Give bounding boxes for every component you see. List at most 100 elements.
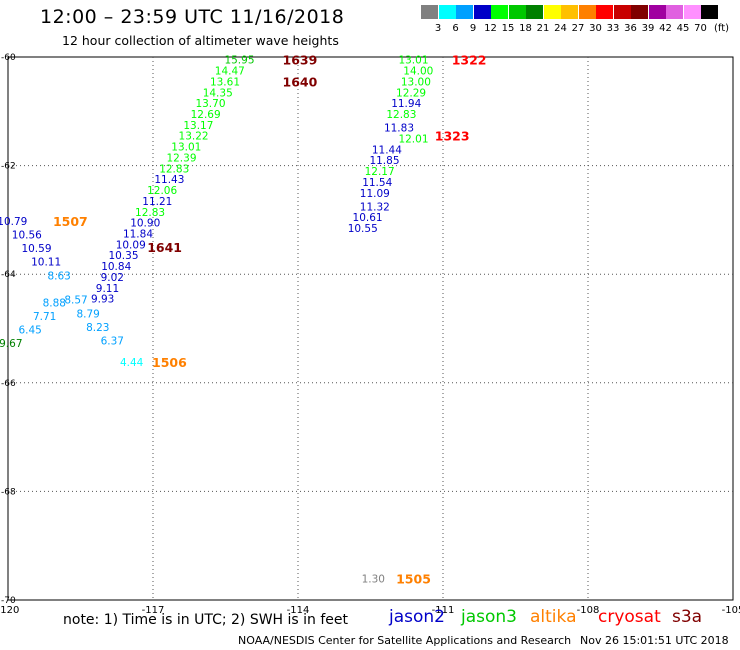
swh-value: 10.11 — [31, 257, 61, 269]
swh-value: 19.67 — [0, 338, 23, 350]
swh-value: 11.21 — [142, 196, 172, 208]
map-subtitle: 12 hour collection of altimeter wave hei… — [62, 33, 339, 48]
swh-value: 10.84 — [101, 261, 131, 273]
swh-value: 6.45 — [18, 325, 41, 337]
plot-frame — [7, 56, 734, 601]
legend-swatch — [561, 5, 578, 19]
swh-value: 9.93 — [91, 294, 114, 306]
time-label: 1639 — [283, 53, 318, 68]
legend-label: 33 — [606, 23, 620, 34]
satellite-jason2: jason2 — [389, 607, 445, 627]
legend-label: 12 — [484, 23, 497, 34]
swh-value: 13.17 — [183, 120, 213, 132]
swh-value: 10.59 — [21, 243, 51, 255]
swh-value: 13.01 — [398, 55, 428, 67]
swh-value: 11.83 — [384, 123, 414, 135]
legend-swatch — [491, 5, 508, 19]
lon-tick-label: -120 — [0, 605, 19, 616]
swh-value: 9.02 — [101, 272, 124, 284]
lat-tick-label: -70 — [1, 596, 16, 606]
swh-value: 8.63 — [47, 270, 70, 282]
legend-swatch — [596, 5, 613, 19]
swh-value: 8.57 — [64, 295, 87, 307]
swh-value: 11.85 — [369, 155, 399, 167]
legend-label: 39 — [641, 23, 655, 34]
lon-tick-label: -114 — [287, 605, 310, 616]
satellite-s3a: s3a — [672, 607, 703, 627]
swh-value: 12.83 — [159, 163, 189, 175]
legend-swatch — [508, 5, 526, 19]
swh-value: 12.29 — [396, 87, 426, 99]
swh-value: 6.37 — [101, 335, 124, 347]
legend-swatch — [421, 5, 438, 19]
legend-swatch — [701, 5, 718, 19]
legend-swatch — [683, 5, 701, 19]
swh-value: 11.94 — [391, 98, 421, 110]
swh-value: 4.44 — [120, 357, 144, 369]
note-text: note: 1) Time is in UTC; 2) SWH is in fe… — [63, 612, 349, 628]
time-label: 1505 — [396, 571, 431, 586]
legend-unit: (ft) — [713, 23, 730, 34]
swh-value: 15.95 — [224, 55, 254, 67]
footer-timestamp: Nov 26 15:01:51 UTC 2018 — [580, 634, 729, 647]
swh-value: 14.00 — [403, 66, 433, 78]
swh-value: 13.00 — [401, 76, 431, 88]
swh-value: 10.35 — [108, 250, 138, 262]
swh-value: 9.11 — [96, 283, 119, 295]
lat-tick-label: -60 — [1, 53, 16, 63]
time-label: 1506 — [152, 355, 187, 370]
legend-label: 3 — [434, 23, 442, 34]
legend-label: 45 — [676, 23, 690, 34]
lat-tick-label: -64 — [1, 270, 16, 280]
time-label: 1641 — [147, 240, 182, 255]
legend-label: 24 — [554, 23, 567, 34]
time-label: 1507 — [53, 214, 88, 229]
legend-swatch — [456, 5, 473, 19]
swh-value: 11.09 — [360, 188, 390, 200]
lon-tick-label: -111 — [432, 605, 455, 616]
satellite-jason3: jason3 — [461, 607, 517, 627]
legend-label: 42 — [659, 23, 672, 34]
legend-swatch — [438, 5, 456, 19]
swh-value: 13.22 — [179, 131, 209, 143]
swh-value: 11.43 — [154, 174, 184, 186]
swh-value: 12.83 — [386, 109, 416, 121]
legend-swatch — [578, 5, 596, 19]
legend-label: 6 — [452, 23, 459, 34]
legend-swatch — [613, 5, 631, 19]
legend-label: 27 — [571, 23, 585, 34]
swh-value: 12.17 — [365, 166, 395, 178]
time-label: 1322 — [452, 53, 487, 68]
legend-swatch — [526, 5, 543, 19]
swh-value: 10.90 — [130, 218, 160, 230]
satellite-cryosat: cryosat — [598, 607, 661, 627]
swh-value: 13.70 — [195, 98, 225, 110]
legend-swatch — [666, 5, 683, 19]
legend-label: 18 — [519, 23, 532, 34]
lon-tick-label: -108 — [577, 605, 600, 616]
map-title: 12:00 – 23:59 UTC 11/16/2018 — [40, 6, 345, 28]
swh-value: 12.06 — [147, 185, 177, 197]
legend-label: 30 — [589, 23, 602, 34]
legend-swatch — [631, 5, 648, 19]
swh-value: 10.56 — [12, 230, 42, 242]
lat-tick-label: -62 — [1, 162, 16, 172]
swh-value: 11.32 — [360, 201, 390, 213]
swh-value: 7.71 — [33, 311, 56, 323]
time-label: 1323 — [435, 129, 470, 144]
swh-value: 11.44 — [372, 144, 402, 156]
swh-value: 8.79 — [76, 308, 99, 320]
swh-value: 10.79 — [0, 216, 27, 228]
satellite-altika: altika — [530, 607, 577, 627]
swh-value: 11.84 — [123, 228, 153, 240]
legend-label: 21 — [536, 23, 550, 34]
swh-value: 10.09 — [116, 239, 146, 251]
swh-value: 13.01 — [171, 142, 201, 154]
legend-swatch — [543, 5, 561, 19]
swh-value: 11.54 — [362, 177, 392, 189]
swh-value: 13.61 — [210, 76, 240, 88]
lon-tick-label: -117 — [142, 605, 165, 616]
lat-tick-label: -66 — [1, 379, 16, 389]
lon-tick-label: -105 — [722, 605, 740, 616]
